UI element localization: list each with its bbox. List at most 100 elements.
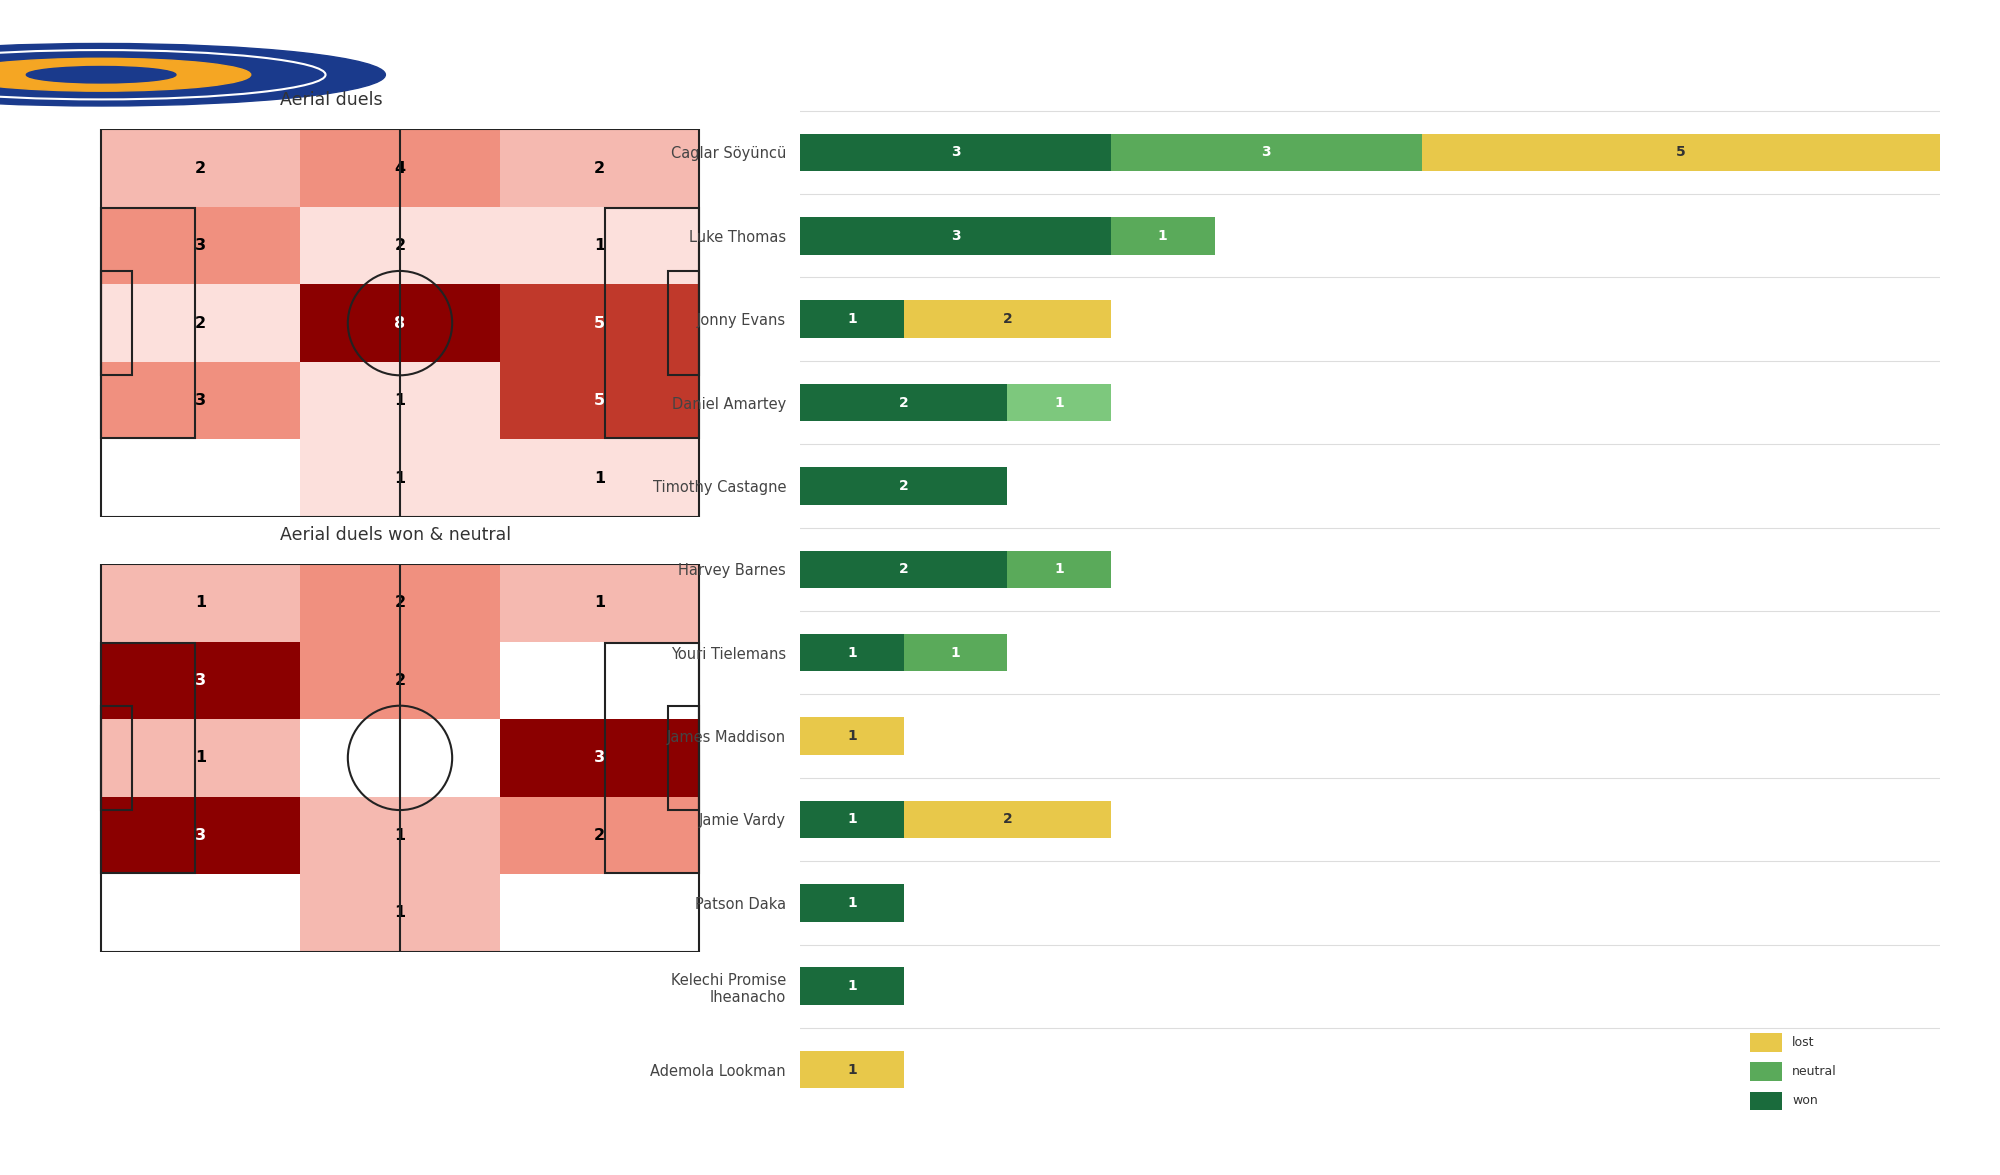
Text: 1: 1 — [594, 239, 606, 253]
Bar — [100, 643, 194, 873]
Text: 1: 1 — [394, 394, 406, 408]
Text: 1: 1 — [1054, 396, 1064, 410]
Bar — [800, 468, 1008, 505]
Text: 1: 1 — [846, 646, 856, 659]
Text: 1: 1 — [950, 646, 960, 659]
Text: 2: 2 — [898, 479, 908, 494]
Bar — [1422, 134, 1940, 172]
Text: 3: 3 — [950, 146, 960, 160]
Text: 1: 1 — [194, 751, 206, 765]
Text: 1: 1 — [1054, 563, 1064, 576]
Bar — [100, 208, 194, 438]
Bar — [904, 301, 1110, 338]
Bar — [500, 719, 700, 797]
Bar — [800, 634, 904, 671]
Text: lost: lost — [1792, 1035, 1814, 1049]
Text: 3: 3 — [194, 673, 206, 687]
Bar — [500, 439, 700, 517]
Bar — [100, 439, 300, 517]
Bar — [300, 564, 500, 642]
Text: 3: 3 — [1262, 146, 1272, 160]
Text: 1: 1 — [394, 906, 406, 920]
Circle shape — [0, 59, 250, 92]
Bar — [100, 564, 300, 642]
Text: 2: 2 — [394, 596, 406, 610]
Bar — [500, 564, 700, 642]
Text: 2: 2 — [394, 673, 406, 687]
Bar — [800, 717, 904, 754]
Bar — [100, 362, 300, 439]
Bar — [300, 874, 500, 952]
Bar — [500, 284, 700, 362]
Bar — [300, 129, 500, 207]
Bar — [1008, 384, 1110, 422]
Bar — [800, 217, 1110, 255]
Text: 1: 1 — [846, 313, 856, 327]
Bar — [800, 967, 904, 1005]
Bar — [100, 719, 300, 797]
Text: 2: 2 — [1002, 812, 1012, 826]
Bar — [904, 800, 1110, 838]
Text: 1: 1 — [846, 979, 856, 993]
Text: 8: 8 — [394, 316, 406, 330]
Text: won: won — [1792, 1094, 1818, 1108]
Bar — [606, 208, 700, 438]
Text: Aerial duels: Aerial duels — [280, 92, 382, 109]
Text: 1: 1 — [846, 1062, 856, 1076]
Bar — [300, 439, 500, 517]
Text: 1: 1 — [846, 812, 856, 826]
Bar — [1110, 217, 1214, 255]
Bar — [500, 362, 700, 439]
Text: 1: 1 — [846, 895, 856, 909]
Text: 1: 1 — [394, 828, 406, 842]
Bar — [300, 719, 500, 797]
Text: Aerial duels won & neutral: Aerial duels won & neutral — [280, 526, 512, 544]
Text: Leicester City: Leicester City — [158, 60, 366, 89]
Bar — [800, 134, 1110, 172]
Text: 2: 2 — [898, 396, 908, 410]
Text: 2: 2 — [1002, 313, 1012, 327]
Bar — [100, 642, 300, 719]
Text: 1: 1 — [846, 728, 856, 743]
Bar — [500, 797, 700, 874]
Bar — [100, 564, 700, 952]
Bar — [100, 129, 300, 207]
Bar — [800, 884, 904, 921]
Bar — [1008, 551, 1110, 588]
Bar — [300, 797, 500, 874]
Text: 2: 2 — [594, 828, 606, 842]
Bar — [500, 129, 700, 207]
Bar — [100, 284, 300, 362]
Bar — [100, 706, 132, 810]
Bar — [1110, 134, 1422, 172]
Bar — [904, 634, 1008, 671]
Text: 1: 1 — [194, 596, 206, 610]
Text: 3: 3 — [194, 394, 206, 408]
Text: 4: 4 — [394, 161, 406, 175]
Bar — [100, 874, 300, 952]
Text: 3: 3 — [594, 751, 606, 765]
Bar — [500, 874, 700, 952]
Text: 2: 2 — [594, 161, 606, 175]
Circle shape — [26, 67, 176, 83]
Text: 5: 5 — [594, 394, 606, 408]
Text: 2: 2 — [898, 563, 908, 576]
Text: 1: 1 — [1158, 229, 1168, 243]
Text: 1: 1 — [594, 596, 606, 610]
Text: 5: 5 — [594, 316, 606, 330]
Circle shape — [0, 43, 386, 106]
Bar — [500, 642, 700, 719]
Bar — [800, 384, 1008, 422]
Bar — [606, 643, 700, 873]
Bar — [668, 271, 700, 375]
Text: 3: 3 — [194, 239, 206, 253]
Bar — [800, 800, 904, 838]
Bar — [500, 207, 700, 284]
Bar — [800, 301, 904, 338]
Bar — [668, 706, 700, 810]
Text: 3: 3 — [194, 828, 206, 842]
Bar — [300, 362, 500, 439]
Bar — [100, 207, 300, 284]
Text: 1: 1 — [394, 471, 406, 485]
Text: 1: 1 — [594, 471, 606, 485]
